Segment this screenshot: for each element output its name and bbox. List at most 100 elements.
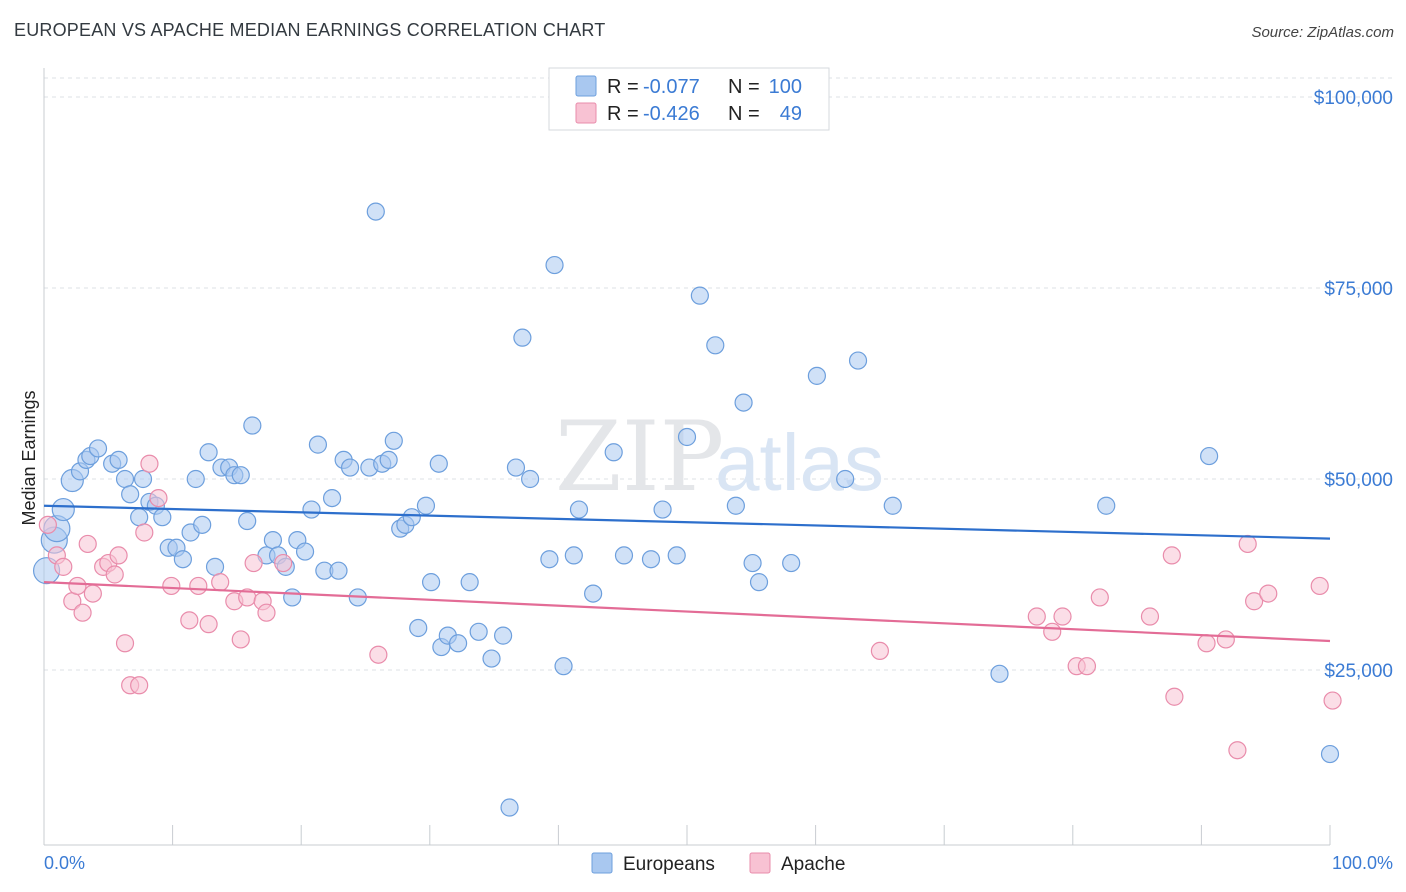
europeans-point <box>205 557 225 576</box>
axes <box>43 68 1331 846</box>
europeans-point <box>429 454 448 473</box>
europeans-point <box>416 496 436 515</box>
bottom-legend-label-europeans: Europeans <box>623 854 715 875</box>
europeans-point <box>460 573 479 592</box>
trend-lines <box>43 504 1331 643</box>
apache-point <box>1238 534 1257 554</box>
europeans-point <box>1200 446 1219 466</box>
europeans-point <box>193 515 212 534</box>
europeans-point <box>409 618 428 638</box>
apache-point <box>274 553 293 573</box>
series-legend: Europeans Apache <box>591 852 845 875</box>
apache-point <box>130 676 149 695</box>
watermark-atlas: atlas <box>715 418 884 507</box>
europeans-point <box>121 485 140 504</box>
europeans-point <box>726 496 745 515</box>
europeans-point <box>469 622 488 641</box>
apache-point <box>189 576 208 596</box>
bottom-legend-swatch-apache <box>749 852 771 874</box>
apache-point <box>199 615 218 634</box>
apache-point <box>105 565 124 584</box>
europeans-point <box>448 634 468 653</box>
europeans-point <box>690 286 709 305</box>
bottom-legend-swatch-europeans <box>591 852 613 874</box>
apache-point <box>369 645 388 664</box>
y-tick-labels: $25,000 $50,000 $75,000 $100,000 <box>1314 88 1393 682</box>
europeans-point <box>749 573 769 592</box>
europeans-point <box>564 546 583 565</box>
europeans-point <box>540 550 559 569</box>
apache-point <box>1053 607 1072 626</box>
europeans-point <box>614 546 634 565</box>
europeans-point <box>379 450 398 469</box>
europeans-point <box>186 469 205 489</box>
apache-point <box>1027 607 1046 626</box>
legend-r-label-apache: R = <box>607 103 639 125</box>
europeans-point <box>366 202 385 221</box>
x-tick-label-end: 100.0% <box>1332 853 1393 873</box>
apache-point <box>54 557 73 576</box>
apache-point <box>140 454 159 473</box>
europeans-point <box>263 531 283 550</box>
x-tick-label-start: 0.0% <box>44 853 85 873</box>
apache-point <box>83 584 102 603</box>
apache-point <box>68 576 87 596</box>
apache-point <box>1310 576 1329 596</box>
apache-point <box>1090 588 1109 607</box>
apache-point <box>1197 634 1216 653</box>
europeans-point <box>231 466 250 485</box>
europeans-point <box>554 657 573 676</box>
europeans-point <box>153 508 172 527</box>
apache-point <box>135 523 154 542</box>
europeans-point <box>302 500 321 519</box>
legend-n-label-europeans: N = <box>728 76 760 98</box>
legend-r-value-europeans: -0.077 <box>643 76 700 98</box>
europeans-point <box>130 508 149 527</box>
europeans-point <box>653 500 672 519</box>
europeans-point <box>1097 496 1116 515</box>
europeans-point <box>641 550 661 569</box>
europeans-point <box>421 573 441 592</box>
apache-point <box>1245 592 1264 611</box>
europeans-point <box>706 336 725 355</box>
apache-point <box>1162 546 1181 565</box>
y-tick-label: $25,000 <box>1324 661 1393 682</box>
apache-point <box>1043 622 1062 641</box>
y-tick-label: $100,000 <box>1314 88 1393 109</box>
europeans-point <box>521 469 540 489</box>
apache-point <box>1259 584 1278 603</box>
europeans-point <box>848 351 868 370</box>
apache-point <box>257 603 276 622</box>
y-axis-label: Median Earnings <box>19 390 39 525</box>
legend-n-value-europeans: 100 <box>769 76 802 98</box>
legend-r-label-europeans: R = <box>607 76 639 98</box>
apache-point <box>109 546 128 565</box>
apache-point <box>244 553 263 573</box>
europeans-point <box>295 542 315 561</box>
apache-point <box>180 611 199 630</box>
apache-point <box>162 576 181 596</box>
apache-points <box>38 454 1342 760</box>
apache-point <box>38 515 57 534</box>
legend-swatch-apache <box>575 102 597 124</box>
europeans-point <box>238 511 257 531</box>
stats-legend: R = -0.077 N = 100 R = -0.426 N = 49 <box>548 67 830 131</box>
europeans-point <box>494 626 513 645</box>
apache-point <box>1077 657 1097 676</box>
apache-point <box>1140 607 1160 626</box>
apache-point <box>870 641 890 661</box>
y-tick-label: $75,000 <box>1324 279 1393 300</box>
europeans-point <box>506 458 526 477</box>
europeans-point <box>243 416 262 435</box>
apache-point <box>149 489 168 508</box>
europeans-point <box>283 588 302 607</box>
europeans-point <box>1320 744 1340 764</box>
europeans-point <box>133 469 153 489</box>
europeans-point <box>329 561 348 580</box>
europeans-point <box>836 469 855 489</box>
europeans-trend-line <box>43 504 1331 540</box>
apache-point <box>73 603 92 622</box>
europeans-point <box>743 553 762 573</box>
europeans-point <box>584 584 603 603</box>
